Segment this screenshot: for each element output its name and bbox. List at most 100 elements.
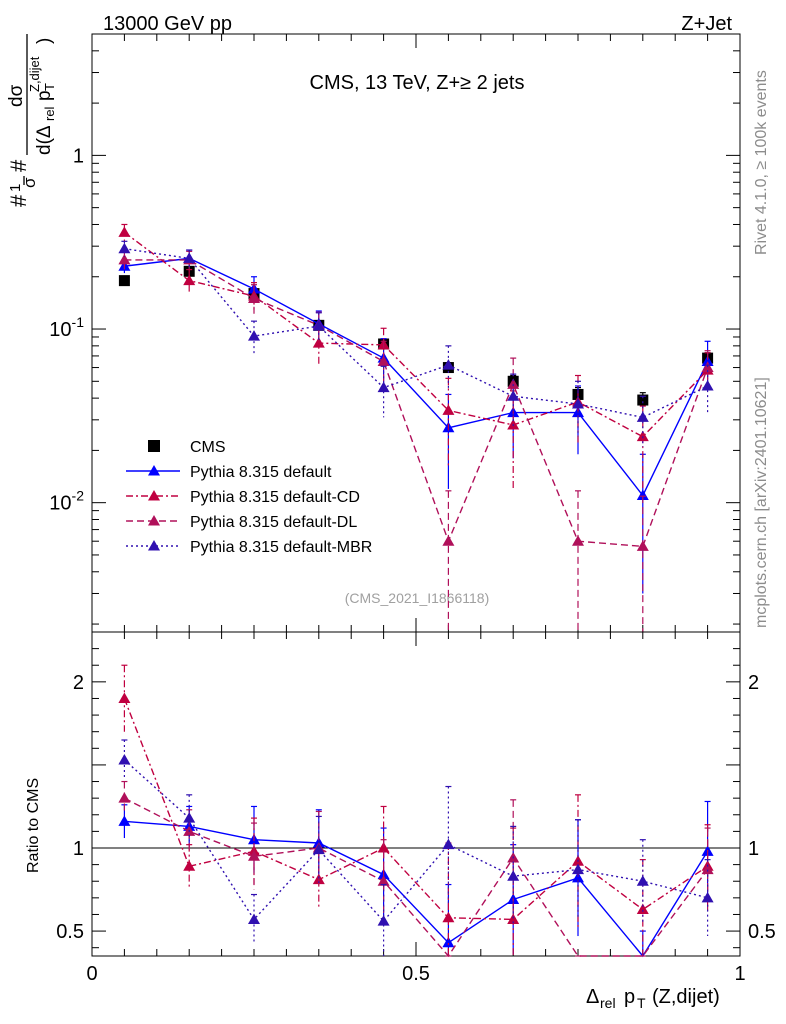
- svg-text:#: #: [6, 159, 31, 172]
- header-right: Z+Jet: [681, 13, 732, 35]
- series-line-4: [124, 248, 708, 419]
- series-line-1: [123, 698, 708, 921]
- data-point-1: [701, 355, 714, 367]
- analysis-id: (CMS_2021_I1866118): [345, 590, 490, 606]
- data-point-3: [507, 378, 520, 389]
- data-point-4: [248, 330, 260, 341]
- header-left: 13000 GeV pp: [103, 13, 232, 35]
- main-panel: CMS, 13 TeV, Z+≥ 2 jets (CMS_2021_I18661…: [49, 33, 741, 633]
- legend-label-3: Pythia 8.315 default-DL: [190, 514, 357, 531]
- data-point-0: [118, 815, 131, 826]
- y-tick-label: 0.5: [56, 921, 84, 943]
- svg-text:p: p: [34, 90, 55, 101]
- y-tick-label-right: 0.5: [748, 921, 776, 943]
- data-point-2: [701, 863, 714, 875]
- svg-text:): ): [34, 38, 55, 44]
- svg-text:σ: σ: [20, 177, 39, 188]
- data-point-2: [312, 337, 325, 348]
- legend-marker-1: [148, 465, 160, 476]
- svg-text:Δ: Δ: [586, 986, 599, 1008]
- legend-marker-2: [148, 490, 160, 501]
- data-point-1: [118, 692, 131, 703]
- svg-text:p: p: [624, 986, 635, 1008]
- svg-text:T: T: [637, 995, 646, 1011]
- data-point-3: [507, 870, 520, 881]
- x-tick-label: 0: [86, 963, 97, 985]
- data-point-4: [636, 411, 649, 422]
- data-point-2: [183, 274, 196, 286]
- svg-text:#: #: [6, 194, 31, 207]
- svg-text:dσ: dσ: [6, 84, 27, 107]
- rivet-label: Rivet 4.1.0, ≥ 100k events: [753, 70, 770, 255]
- data-point-3: [572, 535, 584, 546]
- svg-text:d(Δ: d(Δ: [34, 125, 55, 155]
- svg-text:rel: rel: [42, 106, 57, 121]
- data-point-1: [442, 911, 455, 923]
- svg-text:T: T: [42, 83, 57, 91]
- data-point-4: [507, 390, 520, 401]
- data-point-3: [248, 913, 260, 924]
- data-point-2: [377, 875, 390, 886]
- y-tick-label: 10-2: [49, 488, 84, 515]
- legend-label-4: Pythia 8.315 default-MBR: [190, 539, 372, 556]
- data-point-3: [118, 753, 131, 765]
- data-point-4: [442, 359, 455, 370]
- svg-text:rel: rel: [600, 995, 616, 1011]
- data-point-4: [312, 320, 325, 331]
- data-point-0: [637, 394, 649, 406]
- legend: CMS Pythia 8.315 default Pythia 8.315 defa…: [126, 439, 372, 556]
- series-line-2: [124, 797, 709, 958]
- data-point-1: [183, 860, 196, 871]
- data-point-1: [636, 489, 649, 500]
- data-point-0: [442, 936, 455, 948]
- svg-text:(Z,dijet): (Z,dijet): [652, 986, 720, 1008]
- data-point-4: [377, 381, 390, 393]
- data-point-3: [183, 812, 196, 823]
- data-point-2: [118, 792, 131, 803]
- data-point-3: [636, 540, 649, 551]
- main-ylabel: # 1 σ # dσ d(Δ rel p T Z,dijet ): [6, 34, 57, 207]
- data-point-0: [572, 871, 584, 883]
- main-series: [118, 223, 714, 632]
- y-tick-label: 1: [73, 838, 84, 860]
- y-tick-label-right: 2: [748, 672, 759, 694]
- data-point-4: [572, 398, 584, 409]
- data-point-3: [377, 355, 390, 367]
- data-point-3: [572, 863, 584, 875]
- data-point-4: [118, 242, 131, 254]
- data-point-3: [118, 253, 131, 265]
- data-point-0: [118, 275, 130, 287]
- data-point-3: [377, 915, 390, 926]
- plot-title: CMS, 13 TeV, Z+≥ 2 jets: [310, 72, 525, 94]
- mcplots-label: mcplots.cern.ch [arXiv:2401.10621]: [753, 377, 770, 628]
- data-point-4: [701, 379, 714, 391]
- data-point-1: [636, 903, 649, 914]
- main-ticks: 1 10-1 10-2: [49, 33, 741, 632]
- series-line-2: [123, 231, 709, 438]
- ratio-ylabel: Ratio to CMS: [25, 778, 42, 873]
- series-line-3: [123, 759, 708, 923]
- ratio-panel: 2 21 10.5 0.50 0.5 1: [56, 631, 776, 985]
- y-tick-label: 2: [73, 672, 84, 694]
- legend-label-2: Pythia 8.315 default-CD: [190, 489, 360, 506]
- series-line-3: [124, 259, 709, 548]
- y-tick-label-right: 1: [748, 838, 759, 860]
- data-point-3: [701, 891, 714, 903]
- data-point-1: [377, 842, 390, 853]
- data-point-3: [442, 535, 455, 546]
- data-point-2: [118, 226, 131, 237]
- data-point-4: [183, 252, 196, 263]
- series-line-1: [124, 257, 709, 497]
- y-tick-label: 1: [73, 145, 84, 167]
- svg-text:Z,dijet: Z,dijet: [27, 56, 42, 92]
- series-line-0: [124, 820, 709, 958]
- data-point-2: [636, 430, 649, 442]
- x-axis-label: Δ rel p T (Z,dijet): [586, 986, 720, 1011]
- y-tick-label: 10-1: [49, 314, 84, 341]
- x-tick-label: 0.5: [402, 963, 430, 985]
- data-point-2: [442, 404, 455, 415]
- legend-marker-3: [148, 515, 160, 526]
- data-point-3: [636, 875, 649, 886]
- legend-marker-0: [148, 440, 160, 452]
